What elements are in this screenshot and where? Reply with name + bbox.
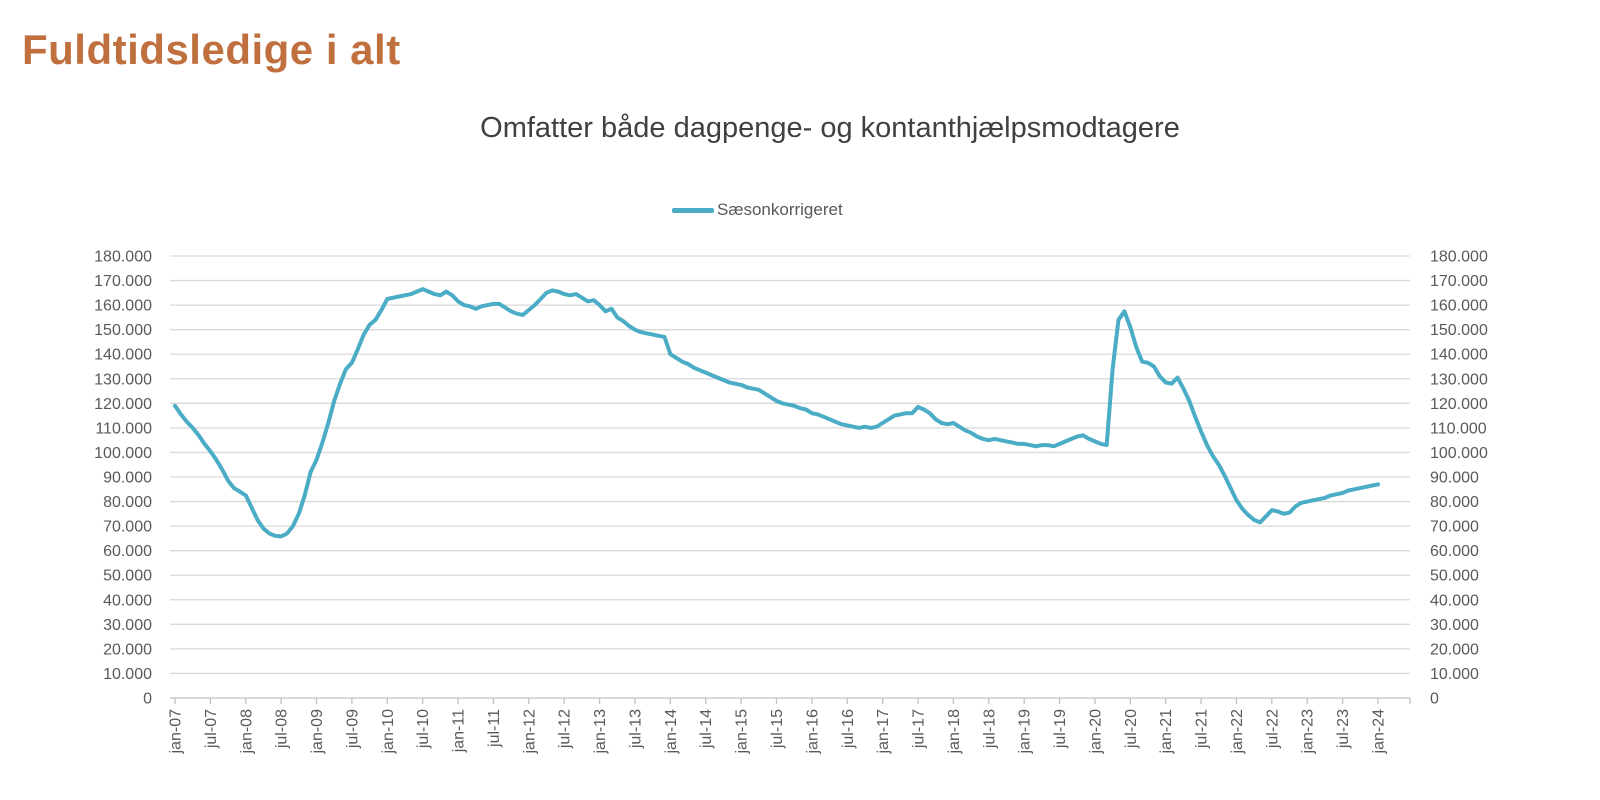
y-axis-label-right: 50.000 — [1430, 568, 1479, 585]
x-axis-label: jan-24 — [1371, 709, 1388, 755]
x-axis-label: jul-18 — [981, 709, 998, 749]
y-axis-label-right: 110.000 — [1430, 420, 1487, 437]
x-axis-label: jan-14 — [663, 709, 680, 755]
y-axis-label-left: 80.000 — [103, 494, 152, 511]
y-axis-label-right: 90.000 — [1430, 470, 1479, 487]
y-axis-label-left: 20.000 — [103, 641, 152, 658]
x-axis-label: jan-08 — [238, 709, 255, 755]
x-axis-label: jan-07 — [168, 709, 185, 755]
y-axis-label-left: 100.000 — [94, 445, 152, 462]
y-axis-label-left: 90.000 — [103, 470, 152, 487]
y-axis-label-right: 180.000 — [1430, 249, 1488, 266]
x-axis-label: jul-11 — [486, 709, 503, 748]
y-axis-label-left: 30.000 — [103, 617, 152, 634]
x-axis-label: jul-10 — [415, 709, 432, 749]
x-axis-label: jul-23 — [1335, 709, 1352, 749]
y-axis-label-left: 150.000 — [94, 322, 152, 339]
x-axis-label: jul-13 — [627, 709, 644, 749]
y-axis-label-right: 100.000 — [1430, 445, 1488, 462]
y-axis-label-left: 170.000 — [94, 273, 152, 290]
y-axis-label-right: 70.000 — [1430, 519, 1479, 536]
x-axis-label: jan-18 — [946, 709, 963, 755]
legend-label: Sæsonkorrigeret — [717, 200, 843, 219]
x-axis-label: jan-10 — [380, 709, 397, 755]
y-axis-label-right: 20.000 — [1430, 641, 1479, 658]
legend-line-icon — [672, 208, 714, 213]
x-axis-label: jul-14 — [698, 709, 715, 749]
x-axis-label: jul-21 — [1194, 709, 1211, 749]
x-axis-label: jul-15 — [769, 709, 786, 749]
x-axis-label: jan-19 — [1017, 709, 1034, 755]
x-axis-label: jul-20 — [1123, 709, 1140, 749]
x-axis-label: jul-17 — [911, 709, 928, 749]
y-axis-label-right: 160.000 — [1430, 298, 1488, 315]
page-title: Fuldtidsledige i alt — [22, 26, 401, 73]
chart-legend: Sæsonkorrigeret — [672, 200, 843, 221]
x-axis-label: jan-23 — [1300, 709, 1317, 755]
x-axis-label: jan-15 — [734, 709, 751, 755]
x-axis-label: jul-19 — [1052, 709, 1069, 749]
y-axis-label-left: 180.000 — [94, 249, 152, 266]
series-saesonkorrigeret — [173, 287, 1380, 539]
y-axis-label-right: 60.000 — [1430, 543, 1479, 560]
x-axis-label: jul-16 — [840, 709, 857, 749]
chart-subtitle: Omfatter både dagpenge- og kontanthjælps… — [480, 112, 1180, 144]
x-axis-label: jul-07 — [203, 709, 220, 749]
y-axis-label-left: 130.000 — [94, 371, 152, 388]
x-axis-label: jan-09 — [309, 709, 326, 755]
x-axis-label: jan-16 — [804, 709, 821, 755]
y-axis-label-left: 60.000 — [103, 543, 152, 560]
y-axis-label-right: 40.000 — [1430, 592, 1479, 609]
y-axis-label-right: 150.000 — [1430, 322, 1488, 339]
y-axis-label-left: 70.000 — [103, 519, 152, 536]
y-axis-label-left: 140.000 — [94, 347, 152, 364]
y-axis-label-right: 130.000 — [1430, 371, 1488, 388]
y-axis-label-left: 40.000 — [103, 592, 152, 609]
y-axis-label-right: 80.000 — [1430, 494, 1479, 511]
x-axis-label: jan-17 — [875, 709, 892, 755]
y-axis-label-left: 10.000 — [103, 666, 152, 683]
x-axis-label: jan-22 — [1229, 709, 1246, 755]
y-axis-label-right: 0 — [1430, 691, 1439, 708]
x-axis-label: jul-12 — [557, 709, 574, 749]
y-axis-label-right: 120.000 — [1430, 396, 1488, 413]
y-axis-label-left: 0 — [143, 691, 152, 708]
y-axis-label-left: 110.000 — [95, 420, 152, 437]
y-axis-label-right: 140.000 — [1430, 347, 1488, 364]
x-axis-label: jul-09 — [344, 709, 361, 749]
x-axis-label: jan-12 — [521, 709, 538, 755]
x-axis-label: jan-21 — [1158, 709, 1175, 755]
y-axis-label-left: 160.000 — [94, 298, 152, 315]
x-axis-label: jul-22 — [1264, 709, 1281, 749]
x-axis-label: jan-13 — [592, 709, 609, 755]
x-axis-label: jul-08 — [274, 709, 291, 749]
y-axis-label-left: 50.000 — [103, 568, 152, 585]
y-axis-label-right: 30.000 — [1430, 617, 1479, 634]
y-axis-label-left: 120.000 — [94, 396, 152, 413]
x-axis-label: jan-11 — [451, 709, 468, 753]
y-axis-label-right: 170.000 — [1430, 273, 1488, 290]
x-axis-label: jan-20 — [1087, 709, 1104, 755]
y-axis-label-right: 10.000 — [1430, 666, 1479, 683]
